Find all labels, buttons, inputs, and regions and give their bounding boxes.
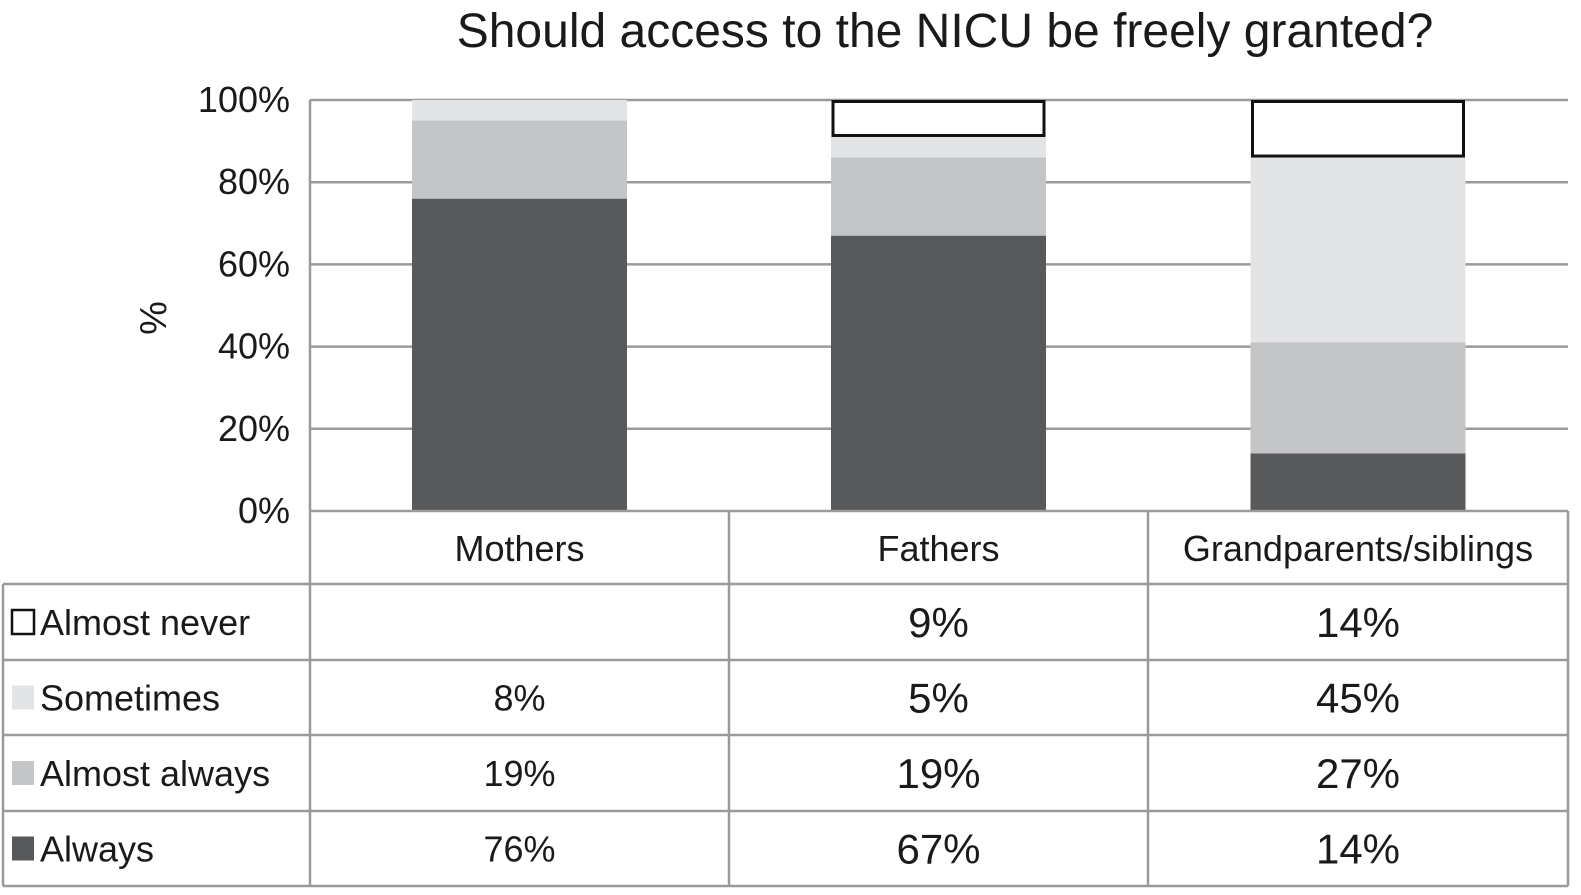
bar-segment-almost-never	[1251, 100, 1465, 158]
data-label: 19%	[483, 753, 555, 794]
y-axis-label: %	[133, 301, 175, 335]
legend-swatch	[12, 836, 34, 861]
y-axis-ticks: 0% 20% 40% 60% 80% 100%	[198, 79, 290, 531]
data-label: 67%	[896, 826, 980, 873]
data-label: 19%	[896, 750, 980, 797]
y-tick-label: 80%	[218, 161, 290, 202]
bar-segment-almost-always	[412, 120, 627, 199]
data-label: 9%	[908, 599, 969, 646]
legend-label: Almost never	[40, 602, 250, 643]
bar-segment-sometimes	[831, 136, 1046, 158]
bar-segment-almost-never	[831, 100, 1046, 137]
category-label: Grandparents/siblings	[1183, 528, 1533, 569]
data-label: 45%	[1316, 675, 1400, 722]
category-label: Fathers	[877, 528, 999, 569]
legend-swatch	[12, 685, 34, 710]
data-label: 27%	[1316, 750, 1400, 797]
bar-segment-sometimes	[1250, 157, 1466, 343]
legend-label: Always	[40, 829, 154, 870]
data-label: 5%	[908, 675, 969, 722]
bar-segment-sometimes	[412, 100, 627, 121]
bar-segment-almost-always	[1250, 342, 1466, 454]
legend-swatch	[10, 608, 36, 636]
y-tick-label: 100%	[198, 79, 290, 120]
data-label: 14%	[1316, 826, 1400, 873]
data-table: Mothers Fathers Grandparents/siblings Almos…	[1, 509, 1570, 888]
y-tick-label: 0%	[238, 490, 290, 531]
y-tick-label: 40%	[218, 326, 290, 367]
bar-segment-always	[1250, 453, 1466, 511]
bar-segment-always	[412, 198, 627, 511]
bars	[412, 100, 1466, 511]
category-label: Mothers	[454, 528, 584, 569]
data-label: 14%	[1316, 599, 1400, 646]
legend-swatch	[12, 761, 34, 785]
bar-segment-always	[831, 235, 1046, 511]
legend-label: Sometimes	[40, 678, 220, 719]
chart-title: Should access to the NICU be freely gran…	[457, 5, 1434, 58]
legend-label: Almost always	[40, 753, 270, 794]
bar-segment-almost-always	[831, 157, 1046, 236]
y-tick-label: 60%	[218, 243, 290, 284]
y-tick-label: 20%	[218, 408, 290, 449]
data-label: 8%	[493, 678, 545, 719]
data-label: 76%	[483, 829, 555, 870]
